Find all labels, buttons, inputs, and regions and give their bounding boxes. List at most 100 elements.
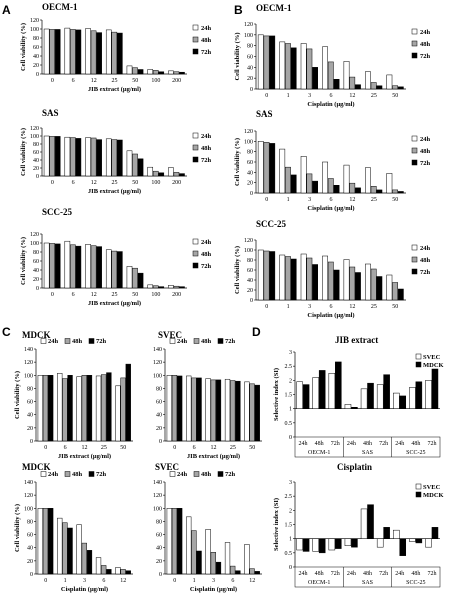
x-tick-label: 200 (172, 292, 181, 298)
bar-48h (152, 170, 159, 177)
chart-c1: MDCK 0 20 40 60 80 100 120 140 0 6 12 25 50 JIB extrac… (14, 330, 133, 460)
legend-swatch (415, 361, 422, 368)
x-axis-label: Cisplatin (μg/ml) (190, 586, 237, 593)
legend-swatch (193, 338, 200, 344)
y-tick-label: 60 (156, 400, 162, 406)
legend-label: 72h (96, 471, 107, 478)
legend-label: 48h (201, 145, 212, 152)
x-tick-label: 50 (249, 445, 255, 451)
y-tick-label: 20 (247, 288, 253, 294)
bar-72h (54, 243, 61, 289)
bar-72h (117, 139, 123, 177)
y-tick-label: 40 (156, 546, 162, 552)
y-tick-label: 120 (30, 232, 39, 238)
x-tick-label: 24h (347, 441, 356, 447)
x-tick-label: 72h (379, 571, 388, 577)
legend-swatch (217, 471, 224, 477)
y-tick-label: 100 (30, 241, 39, 247)
bar-24h (224, 378, 231, 442)
y-tick-label: 40 (247, 65, 253, 71)
bar-svec (425, 380, 432, 409)
y-tick-label: 20 (33, 63, 39, 69)
y-tick-label: 120 (30, 126, 39, 132)
bar-72h (48, 508, 54, 575)
bar-72h (269, 143, 276, 194)
y-tick-label: 80 (247, 44, 253, 50)
x-tick-label: 0 (51, 78, 54, 84)
y-tick-label: 120 (30, 18, 39, 24)
bar-24h (147, 166, 154, 177)
y-tick-label: 1.5 (285, 393, 293, 399)
bar-48h (285, 256, 291, 301)
bar-72h (177, 375, 183, 442)
chart-b2: SAS 0 20 40 60 80 100 120 0 1 3 6 12 25 50 Cisplatin (μ… (234, 109, 431, 212)
category-table (294, 566, 441, 588)
bar-72h (117, 32, 123, 75)
legend-label: 24h (420, 29, 431, 36)
y-tick-label: 40 (27, 413, 33, 419)
bar-24h (322, 255, 328, 301)
bar-24h (257, 249, 264, 301)
y-tick-label: 20 (156, 426, 162, 432)
x-tick-label: 1 (193, 578, 196, 584)
bar-24h (300, 156, 307, 194)
bar-48h (81, 375, 87, 442)
bar-72h (125, 363, 131, 442)
legend-label: 48h (72, 338, 83, 345)
bar-72h (355, 187, 361, 194)
y-tick-label: 0 (289, 565, 292, 571)
bar-48h (370, 186, 377, 194)
bar-24h (105, 249, 112, 289)
bar-24h (257, 34, 264, 90)
y-tick-label: 0 (250, 298, 253, 304)
bar-48h (392, 85, 398, 90)
bar-24h (386, 173, 393, 194)
bar-24h (57, 517, 63, 575)
bar-48h (171, 375, 178, 442)
bar-svec (360, 388, 368, 409)
panel-label-a: A (2, 3, 11, 17)
bar-48h (327, 178, 334, 194)
bar-48h (173, 71, 180, 75)
bar-24h (205, 529, 211, 575)
bar-72h (215, 561, 222, 575)
y-tick-label: 20 (27, 426, 33, 432)
bar-mdck (415, 538, 423, 544)
bar-72h (312, 67, 318, 90)
bar-48h (101, 565, 107, 575)
bar-svec (425, 538, 432, 548)
legend-swatch (411, 40, 418, 47)
legend-label: 24h (201, 133, 212, 140)
y-tick-label: 80 (33, 250, 39, 256)
legend-label: 72h (201, 263, 212, 270)
bar-mdck (383, 527, 390, 539)
legend-label: 24h (177, 338, 188, 345)
bar-svec (360, 508, 368, 539)
x-tick-label: 0 (51, 292, 54, 298)
bar-72h (333, 79, 340, 90)
y-tick-label: 0 (36, 286, 39, 292)
chart-c2: SVEC 0 20 40 60 80 100 120 140 0 6 12 25 50 JIB extrac… (153, 330, 262, 460)
bar-72h (376, 85, 383, 90)
bar-mdck (335, 538, 342, 549)
bar-48h (263, 35, 270, 90)
x-tick-label: 50 (132, 180, 138, 186)
legend-swatch (411, 256, 418, 263)
y-tick-label: 80 (247, 150, 253, 156)
x-tick-label: 3 (83, 578, 86, 584)
x-tick-label: 48h (315, 441, 324, 447)
y-tick-label: 120 (244, 238, 253, 244)
x-tick-label: 6 (330, 304, 333, 310)
chart-title: OECM-1 (256, 3, 292, 13)
bar-48h (392, 189, 398, 194)
bar-24h (64, 27, 71, 75)
bar-72h (312, 264, 318, 301)
chart-title: SCC-25 (42, 207, 73, 217)
x-tick-label: 1 (287, 197, 290, 203)
y-axis-label: Selective index (SI) (273, 498, 280, 551)
bar-svec (296, 538, 303, 551)
legend-swatch (169, 338, 176, 344)
bar-24h (64, 136, 71, 177)
bar-24h (95, 557, 102, 575)
legend-swatch (40, 471, 47, 477)
